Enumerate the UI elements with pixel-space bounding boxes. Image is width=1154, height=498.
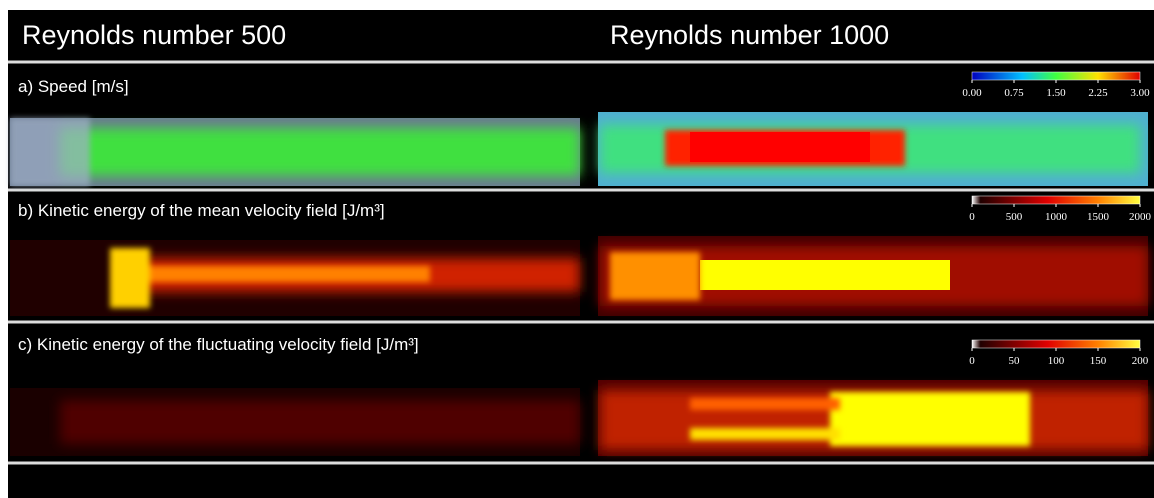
colorbar-tick-label: 1000	[1045, 211, 1068, 223]
colorbar-tick-label: 0	[969, 211, 975, 223]
column-header: Reynolds number 1000	[610, 20, 889, 50]
colorbar-tick-label: 1.50	[1046, 87, 1066, 99]
panel-label: b) Kinetic energy of the mean velocity f…	[18, 201, 385, 220]
colorbar	[972, 340, 1140, 348]
colorbar-tick-label: 2000	[1129, 211, 1152, 223]
column-header: Reynolds number 500	[22, 20, 286, 50]
mean-ke-field-re1000	[598, 236, 1148, 316]
colorbar-tick-label: 150	[1090, 355, 1107, 367]
speed-field-re500	[10, 118, 580, 186]
fluct-ke-field-re1000	[598, 380, 1148, 456]
colorbar-tick-label: 2.25	[1088, 87, 1108, 99]
colorbar-tick-label: 3.00	[1130, 87, 1150, 99]
colorbar-tick-label: 50	[1009, 355, 1021, 367]
colorbar-tick-label: 0.75	[1004, 87, 1024, 99]
colorbar-tick-label: 0.00	[962, 87, 982, 99]
colorbar	[972, 196, 1140, 204]
colorbar-tick-label: 1500	[1087, 211, 1110, 223]
colorbar-tick-label: 500	[1006, 211, 1023, 223]
colorbar-tick-label: 0	[969, 355, 975, 367]
mean-ke-field-re500	[10, 240, 580, 316]
colorbar	[972, 72, 1140, 80]
panel-label: c) Kinetic energy of the fluctuating vel…	[18, 335, 419, 354]
colorbar-tick-label: 200	[1132, 355, 1149, 367]
fluct-ke-field-re500	[10, 388, 580, 456]
speed-field-re1000	[598, 112, 1148, 186]
panel-label: a) Speed [m/s]	[18, 77, 129, 96]
figure: Reynolds number 500 Reynolds number 1000…	[0, 0, 1154, 498]
colorbar-tick-label: 100	[1048, 355, 1065, 367]
